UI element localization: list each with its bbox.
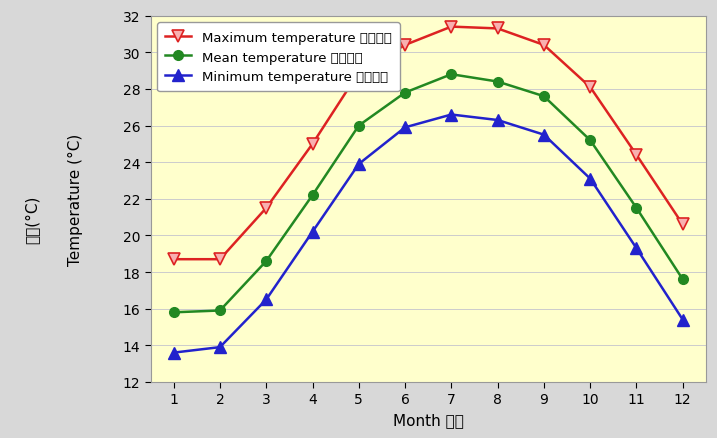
Mean temperature 平均氣溫 bbox=[308, 193, 317, 198]
Line: Maximum temperature 最高氣溫: Maximum temperature 最高氣溫 bbox=[168, 22, 688, 265]
Mean temperature 平均氣溫 bbox=[493, 80, 502, 85]
Maximum temperature 最高氣溫 bbox=[447, 25, 456, 30]
Mean temperature 平均氣溫 bbox=[169, 310, 178, 315]
Line: Mean temperature 平均氣溫: Mean temperature 平均氣溫 bbox=[168, 70, 688, 318]
Mean temperature 平均氣溫 bbox=[540, 94, 549, 99]
Maximum temperature 最高氣溫 bbox=[632, 153, 641, 158]
Maximum temperature 最高氣溫 bbox=[308, 142, 317, 147]
Mean temperature 平均氣溫 bbox=[586, 138, 594, 144]
Minimum temperature 最低氣溫 bbox=[262, 297, 270, 303]
Maximum temperature 最高氣溫 bbox=[586, 85, 594, 91]
Maximum temperature 最高氣溫 bbox=[216, 257, 224, 262]
Minimum temperature 最低氣溫 bbox=[354, 162, 363, 167]
Minimum temperature 最低氣溫 bbox=[401, 125, 409, 131]
Minimum temperature 最低氣溫 bbox=[678, 317, 687, 322]
Minimum temperature 最低氣溫 bbox=[308, 230, 317, 235]
Maximum temperature 最高氣溫 bbox=[493, 27, 502, 32]
Maximum temperature 最高氣溫 bbox=[540, 43, 549, 49]
Minimum temperature 最低氣溫 bbox=[216, 345, 224, 350]
Mean temperature 平均氣溫 bbox=[262, 259, 270, 264]
Mean temperature 平均氣溫 bbox=[447, 72, 456, 78]
Maximum temperature 最高氣溫 bbox=[678, 222, 687, 227]
Y-axis label: Temperature (°C): Temperature (°C) bbox=[68, 133, 83, 265]
Mean temperature 平均氣溫 bbox=[216, 308, 224, 314]
Minimum temperature 最低氣溫 bbox=[169, 350, 178, 355]
Minimum temperature 最低氣溫 bbox=[540, 133, 549, 138]
Minimum temperature 最低氣溫 bbox=[493, 118, 502, 124]
Maximum temperature 最高氣溫 bbox=[169, 257, 178, 262]
Line: Minimum temperature 最低氣溫: Minimum temperature 最低氣溫 bbox=[168, 110, 688, 358]
Mean temperature 平均氣溫 bbox=[678, 277, 687, 283]
Maximum temperature 最高氣溫 bbox=[262, 206, 270, 211]
Mean temperature 平均氣溫 bbox=[401, 91, 409, 96]
Maximum temperature 最高氣溫 bbox=[354, 71, 363, 76]
Minimum temperature 最低氣溫 bbox=[586, 177, 594, 182]
Minimum temperature 最低氣溫 bbox=[632, 246, 641, 251]
Text: 氣溫(°C): 氣溫(°C) bbox=[25, 195, 39, 243]
Maximum temperature 最高氣溫 bbox=[401, 43, 409, 49]
Mean temperature 平均氣溫 bbox=[354, 124, 363, 129]
Mean temperature 平均氣溫 bbox=[632, 206, 641, 211]
Minimum temperature 最低氣溫 bbox=[447, 113, 456, 118]
Legend: Maximum temperature 最高氣溫, Mean temperature 平均氣溫, Minimum temperature 最低氣溫: Maximum temperature 最高氣溫, Mean temperatu… bbox=[157, 23, 400, 92]
X-axis label: Month 月份: Month 月份 bbox=[393, 412, 464, 427]
